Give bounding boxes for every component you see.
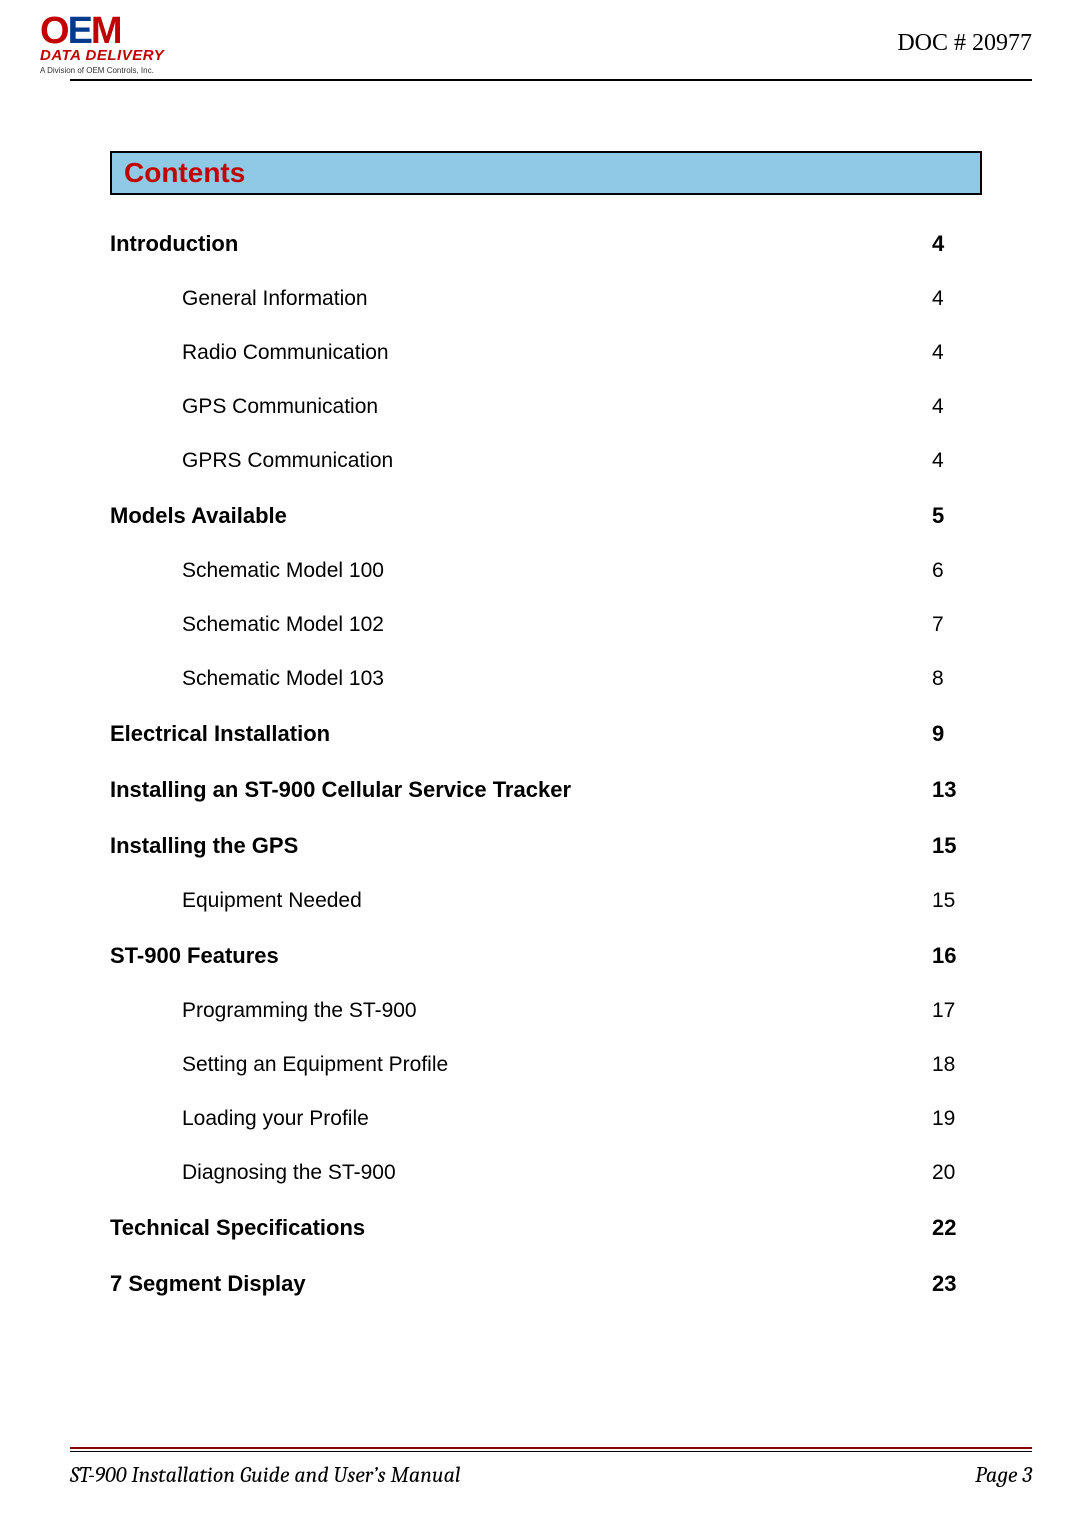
toc-row: Installing an ST-900 Cellular Service Tr… xyxy=(110,777,982,803)
toc-page-number: 4 xyxy=(932,395,982,419)
toc-row: Setting an Equipment Profile 18 xyxy=(110,1053,982,1077)
toc-row: General Information 4 xyxy=(110,287,982,311)
toc-label: Introduction xyxy=(110,231,238,257)
footer: ST-900 Installation Guide and User’s Man… xyxy=(70,1437,1032,1488)
toc-label: General Information xyxy=(182,287,368,311)
logo-tagline: A Division of OEM Controls, Inc. xyxy=(40,66,154,75)
toc-page-number: 18 xyxy=(932,1053,982,1077)
toc-page-number: 13 xyxy=(932,777,982,803)
toc-label: Electrical Installation xyxy=(110,721,330,747)
toc-page-number: 4 xyxy=(932,341,982,365)
toc-row: Programming the ST-900 17 xyxy=(110,999,982,1023)
toc-row: GPRS Communication 4 xyxy=(110,449,982,473)
toc-page-number: 7 xyxy=(932,613,982,637)
toc-row: Models Available 5 xyxy=(110,503,982,529)
toc-page-number: 8 xyxy=(932,667,982,691)
toc-row: Equipment Needed 15 xyxy=(110,889,982,913)
toc-row: Schematic Model 102 7 xyxy=(110,613,982,637)
toc-row: Radio Communication 4 xyxy=(110,341,982,365)
toc-label: Installing an ST-900 Cellular Service Tr… xyxy=(110,777,571,803)
toc-label: Models Available xyxy=(110,503,287,529)
logo-subtitle: DATA DELIVERY xyxy=(40,47,164,64)
page: O E M DATA DELIVERY A Division of OEM Co… xyxy=(0,0,1092,1518)
toc-row: Loading your Profile 19 xyxy=(110,1107,982,1131)
toc-row: Schematic Model 103 8 xyxy=(110,667,982,691)
toc-row: Introduction 4 xyxy=(110,231,982,257)
toc-row: Electrical Installation 9 xyxy=(110,721,982,747)
toc-page-number: 15 xyxy=(932,833,982,859)
toc-label: Schematic Model 102 xyxy=(182,613,384,637)
toc-page-number: 19 xyxy=(932,1107,982,1131)
toc-page-number: 23 xyxy=(932,1271,982,1297)
footer-page: Page 3 xyxy=(975,1462,1032,1488)
toc-label: Programming the ST-900 xyxy=(182,999,417,1023)
footer-row: ST-900 Installation Guide and User’s Man… xyxy=(70,1462,1032,1488)
toc-label: GPRS Communication xyxy=(182,449,393,473)
toc-row: Schematic Model 100 6 xyxy=(110,559,982,583)
toc-label: Schematic Model 103 xyxy=(182,667,384,691)
toc-row: GPS Communication 4 xyxy=(110,395,982,419)
toc-label: Radio Communication xyxy=(182,341,389,365)
footer-rule-red xyxy=(70,1447,1032,1449)
toc-page-number: 17 xyxy=(932,999,982,1023)
toc-row: Diagnosing the ST-900 20 xyxy=(110,1161,982,1185)
toc-page-number: 9 xyxy=(932,721,982,747)
toc-label: Technical Specifications xyxy=(110,1215,365,1241)
toc-label: Equipment Needed xyxy=(182,889,362,913)
header: O E M DATA DELIVERY A Division of OEM Co… xyxy=(40,10,1032,75)
toc-label: Diagnosing the ST-900 xyxy=(182,1161,396,1185)
toc-page-number: 4 xyxy=(932,231,982,257)
toc-label: Installing the GPS xyxy=(110,833,298,859)
toc-label: 7 Segment Display xyxy=(110,1271,306,1297)
toc-page-number: 4 xyxy=(932,287,982,311)
toc: Introduction4General Information4Radio C… xyxy=(110,231,982,1297)
doc-number: DOC # 20977 xyxy=(897,30,1032,57)
logo: O E M DATA DELIVERY A Division of OEM Co… xyxy=(40,10,164,75)
contents-banner: Contents xyxy=(110,151,982,195)
toc-page-number: 15 xyxy=(932,889,982,913)
toc-page-number: 4 xyxy=(932,449,982,473)
content-area: Contents Introduction4General Informatio… xyxy=(40,81,1032,1437)
toc-label: ST-900 Features xyxy=(110,943,279,969)
footer-title: ST-900 Installation Guide and User’s Man… xyxy=(70,1462,461,1488)
toc-label: Schematic Model 100 xyxy=(182,559,384,583)
toc-row: 7 Segment Display 23 xyxy=(110,1271,982,1297)
toc-label: Setting an Equipment Profile xyxy=(182,1053,448,1077)
toc-page-number: 20 xyxy=(932,1161,982,1185)
toc-page-number: 16 xyxy=(932,943,982,969)
toc-page-number: 22 xyxy=(932,1215,982,1241)
toc-page-number: 6 xyxy=(932,559,982,583)
footer-rule-thin xyxy=(70,1451,1032,1452)
toc-row: Technical Specifications 22 xyxy=(110,1215,982,1241)
toc-row: Installing the GPS 15 xyxy=(110,833,982,859)
toc-row: ST-900 Features 16 xyxy=(110,943,982,969)
toc-page-number: 5 xyxy=(932,503,982,529)
toc-label: Loading your Profile xyxy=(182,1107,369,1131)
toc-label: GPS Communication xyxy=(182,395,378,419)
